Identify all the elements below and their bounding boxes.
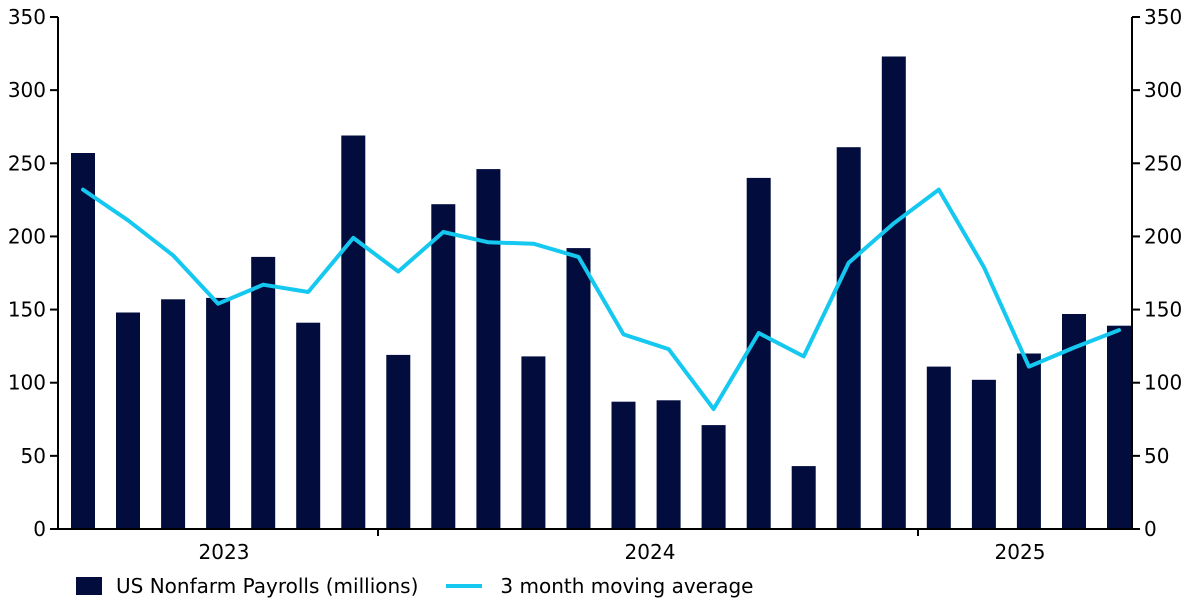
x-axis-label: 2023 [199,540,250,564]
right-y-tick-label: 0 [1144,517,1157,541]
left-y-tick-label: 50 [21,444,46,468]
payroll-bar [701,425,726,529]
right-y-tick-label: 100 [1144,371,1182,395]
legend-line-swatch [446,584,483,588]
payroll-bar [971,379,996,529]
payroll-bar [206,297,231,529]
payroll-bar [1016,353,1041,529]
left-y-tick-label: 350 [8,5,46,29]
payroll-bar [71,153,95,529]
right-y-tick-label: 250 [1144,151,1182,175]
legend-bar-swatch [76,577,102,595]
right-y-tick-label: 50 [1144,444,1169,468]
left-y-tick-label: 150 [8,298,46,322]
axes [57,17,1133,536]
payroll-bar [1107,325,1131,529]
payroll-bar [476,169,501,529]
right-y-axis-ticks: 0 50 100 150 200 250 300 350 [1132,5,1182,541]
left-y-tick-label: 0 [33,517,46,541]
left-y-tick-label: 200 [8,224,46,248]
left-y-tick-label: 100 [8,371,46,395]
right-y-tick-label: 200 [1144,224,1182,248]
legend: US Nonfarm Payrolls (millions) 3 month m… [76,572,753,600]
x-axis-labels: 2023 2024 2025 [199,540,1046,564]
payroll-bar [341,135,366,529]
legend-item-moving-average: 3 month moving average [418,574,753,598]
payroll-bar [296,322,321,529]
payroll-bar [386,354,411,529]
legend-label-moving-average: 3 month moving average [500,574,754,598]
payroll-bar [746,177,771,529]
payroll-bar [161,299,186,529]
left-y-tick-label: 250 [8,151,46,175]
payroll-bar [521,356,546,529]
payroll-bar [836,147,861,529]
bar-series [71,56,1131,529]
x-axis-label: 2024 [625,540,676,564]
right-y-tick-label: 150 [1144,298,1182,322]
left-y-axis-ticks: 0 50 100 150 200 250 300 350 [8,5,58,541]
payroll-bar [881,56,906,529]
payroll-bar [431,204,456,529]
right-y-tick-label: 300 [1144,78,1182,102]
payroll-bar [791,466,816,529]
payroll-bar [926,366,951,529]
legend-item-payrolls: US Nonfarm Payrolls (millions) [76,574,418,598]
payroll-bar [566,248,591,529]
right-y-tick-label: 350 [1144,5,1182,29]
x-axis-label: 2025 [995,540,1046,564]
payroll-bar [116,312,140,529]
legend-label-payrolls: US Nonfarm Payrolls (millions) [116,574,419,598]
moving-average-line [81,187,1121,411]
payroll-bar [611,401,636,529]
payroll-bar [656,400,681,529]
left-y-tick-label: 300 [8,78,46,102]
payroll-bar [251,256,276,529]
